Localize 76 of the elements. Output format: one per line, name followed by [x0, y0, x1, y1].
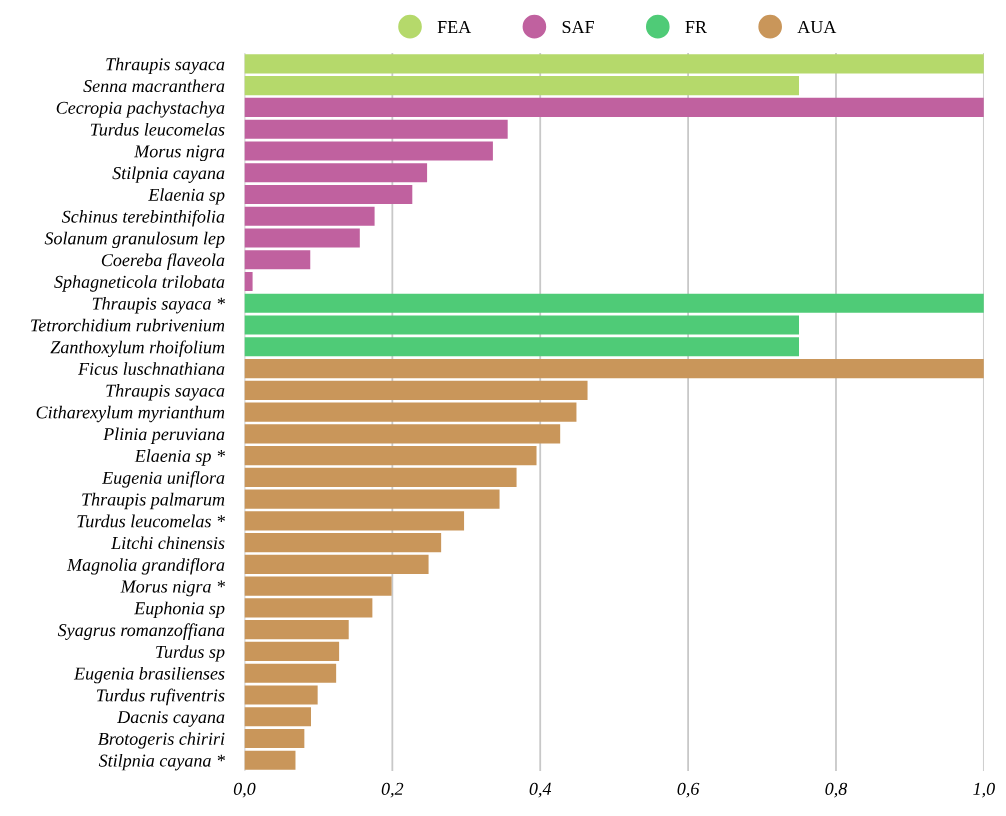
bar — [244, 446, 537, 466]
y-tick-label: Elaenia sp — [148, 188, 225, 205]
y-tick-label: Syagrus romanzoffiana — [57, 623, 225, 640]
bar — [244, 293, 984, 313]
bar — [244, 358, 984, 379]
bar — [244, 533, 442, 553]
y-tick-label: Ficus luschnathiana — [77, 362, 225, 376]
y-tick-label: Elaenia sp * — [134, 449, 225, 466]
y-tick-label: Coereba flaveola — [101, 253, 225, 270]
bar — [244, 184, 413, 205]
y-tick-label: Eugenia uniflora — [101, 471, 225, 488]
legend-label: FEA — [437, 21, 472, 33]
y-tick-label: Cecropia pachystachya — [56, 101, 225, 118]
legend-label: SAF — [562, 20, 594, 34]
y-tick-label: Sphagneticola trilobata — [54, 275, 225, 292]
bar — [244, 54, 984, 74]
y-tick-label: Schinus terebinthifolia — [61, 209, 225, 227]
y-tick-label: Senna macranthera — [83, 79, 225, 93]
bar — [244, 97, 984, 118]
bar — [244, 337, 800, 357]
x-tick-label: 0,4 — [529, 782, 552, 798]
bar — [244, 467, 517, 487]
x-tick-label: 1,0 — [973, 782, 995, 798]
y-tick-label: Tetrorchidium rubrivenium — [31, 318, 225, 332]
y-tick-label: Brotogeris chiriri — [97, 732, 225, 749]
bar — [244, 76, 800, 96]
bar — [244, 598, 373, 618]
y-tick-label: Thraupis sayaca — [106, 384, 225, 401]
x-tick-label: 0,6 — [677, 782, 700, 798]
y-tick-label: Thraupis sayaca * — [92, 297, 225, 314]
bar — [244, 707, 311, 727]
y-tick-label: Citharexylum myrianthum — [36, 405, 225, 423]
bar — [244, 119, 508, 139]
bar — [244, 271, 253, 292]
y-tick-label: Stilpnia cayana * — [98, 753, 225, 771]
legend-label: FR — [685, 21, 707, 33]
y-tick-label: Litchi chinensis — [110, 536, 225, 550]
bar — [244, 554, 429, 574]
bar — [244, 750, 296, 770]
x-tick-label: 0,2 — [381, 782, 404, 798]
y-tick-label: Thraupis palmarum — [82, 492, 225, 510]
y-tick-label: Turdus sp — [156, 645, 225, 662]
y-tick-label: Morus nigra — [134, 145, 225, 162]
y-tick-label: Euphonia sp — [134, 601, 225, 619]
bar — [244, 489, 500, 509]
y-tick-label: Plinia peruviana — [103, 427, 225, 444]
bar — [244, 228, 360, 248]
x-tick-label: 0,8 — [825, 782, 848, 798]
bar — [244, 641, 340, 662]
bar — [244, 576, 392, 596]
bar — [244, 424, 561, 444]
x-tick-label: 0,0 — [233, 782, 256, 798]
y-tick-label: Zanthoxylum rhoifolium — [50, 340, 225, 358]
y-tick-label: Solanum granulosum lep — [44, 231, 225, 249]
y-tick-label: Thraupis sayaca — [106, 57, 225, 75]
bar — [244, 728, 305, 749]
bar — [244, 663, 337, 683]
y-tick-label: Magnolia grandiflora — [66, 558, 225, 575]
bar — [244, 315, 800, 335]
y-tick-label: Eugenia brasilienses — [73, 666, 225, 684]
bar — [244, 685, 318, 705]
bar — [244, 402, 577, 422]
bar — [244, 250, 311, 270]
y-tick-label: Turdus leucomelas — [90, 122, 225, 136]
legend-label: AUA — [797, 21, 837, 34]
bar — [244, 380, 588, 400]
bar — [244, 141, 493, 161]
bar — [244, 163, 428, 183]
bar — [244, 620, 349, 640]
y-tick-label: Stilpnia cayana — [112, 166, 225, 183]
y-tick-label: Dacnis cayana — [117, 711, 225, 727]
y-tick-label: Turdus leucomelas * — [77, 514, 225, 528]
y-tick-label: Turdus rufiventris — [96, 688, 225, 706]
bar — [244, 511, 465, 531]
y-tick-label: Morus nigra * — [120, 580, 225, 597]
bar — [244, 206, 375, 226]
